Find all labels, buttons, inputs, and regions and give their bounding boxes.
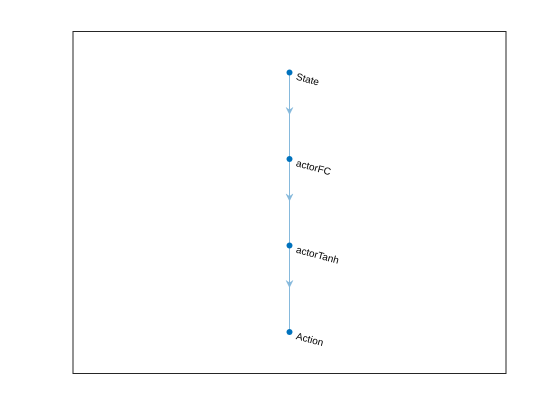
edge-arrowhead-icon [285,107,294,115]
node-Action [286,329,293,335]
edge-arrowhead-icon [285,193,294,202]
node-actorFC [286,156,293,162]
node-actorTanh [286,242,293,249]
nodes-layer [286,69,293,335]
edges-layer [285,72,294,332]
node-State [286,69,293,76]
edge-arrowhead-icon [285,280,294,288]
